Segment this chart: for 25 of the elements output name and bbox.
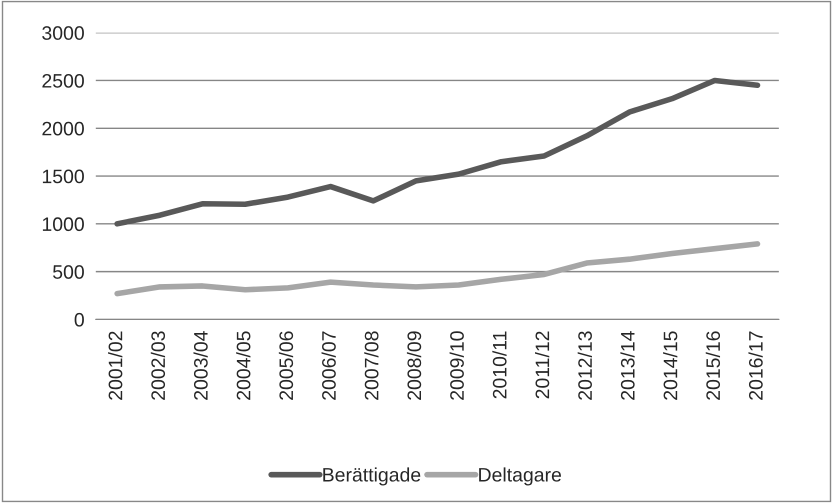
x-tick-label: 2001/02	[108, 331, 122, 400]
x-tick-label: 2007/08	[364, 331, 379, 400]
x-tick-label: 2006/07	[322, 331, 336, 400]
x-tick-label: 2009/10	[450, 331, 464, 400]
x-tick-label: 2014/15	[663, 331, 678, 400]
x-tick-label: 2016/17	[748, 331, 763, 400]
y-tick-label: 1000	[42, 217, 84, 232]
y-tick-label: 2500	[42, 74, 84, 88]
y-tick-label: 0	[74, 312, 84, 327]
x-tick-label: 2011/12	[534, 331, 550, 398]
x-tick-label: 2010/11	[492, 331, 507, 398]
x-tick-label: 2015/16	[706, 331, 720, 400]
y-tick-label: 3000	[42, 26, 84, 40]
x-tick-label: 2002/03	[150, 331, 166, 400]
y-tick-label: 2000	[42, 122, 84, 136]
x-tick-label: 2008/09	[406, 331, 422, 400]
x-tick-label: 2005/06	[278, 331, 294, 400]
y-tick-label: 500	[53, 265, 84, 279]
y-tick-label: 1500	[42, 170, 84, 184]
x-tick-label: 2003/04	[193, 331, 208, 400]
x-tick-label: 2012/13	[578, 331, 592, 400]
legend-label: Berättigade	[323, 467, 420, 486]
x-tick-label: 2013/14	[620, 331, 635, 400]
legend-label: Deltagare	[479, 467, 561, 486]
x-tick-label: 2004/05	[236, 331, 250, 400]
